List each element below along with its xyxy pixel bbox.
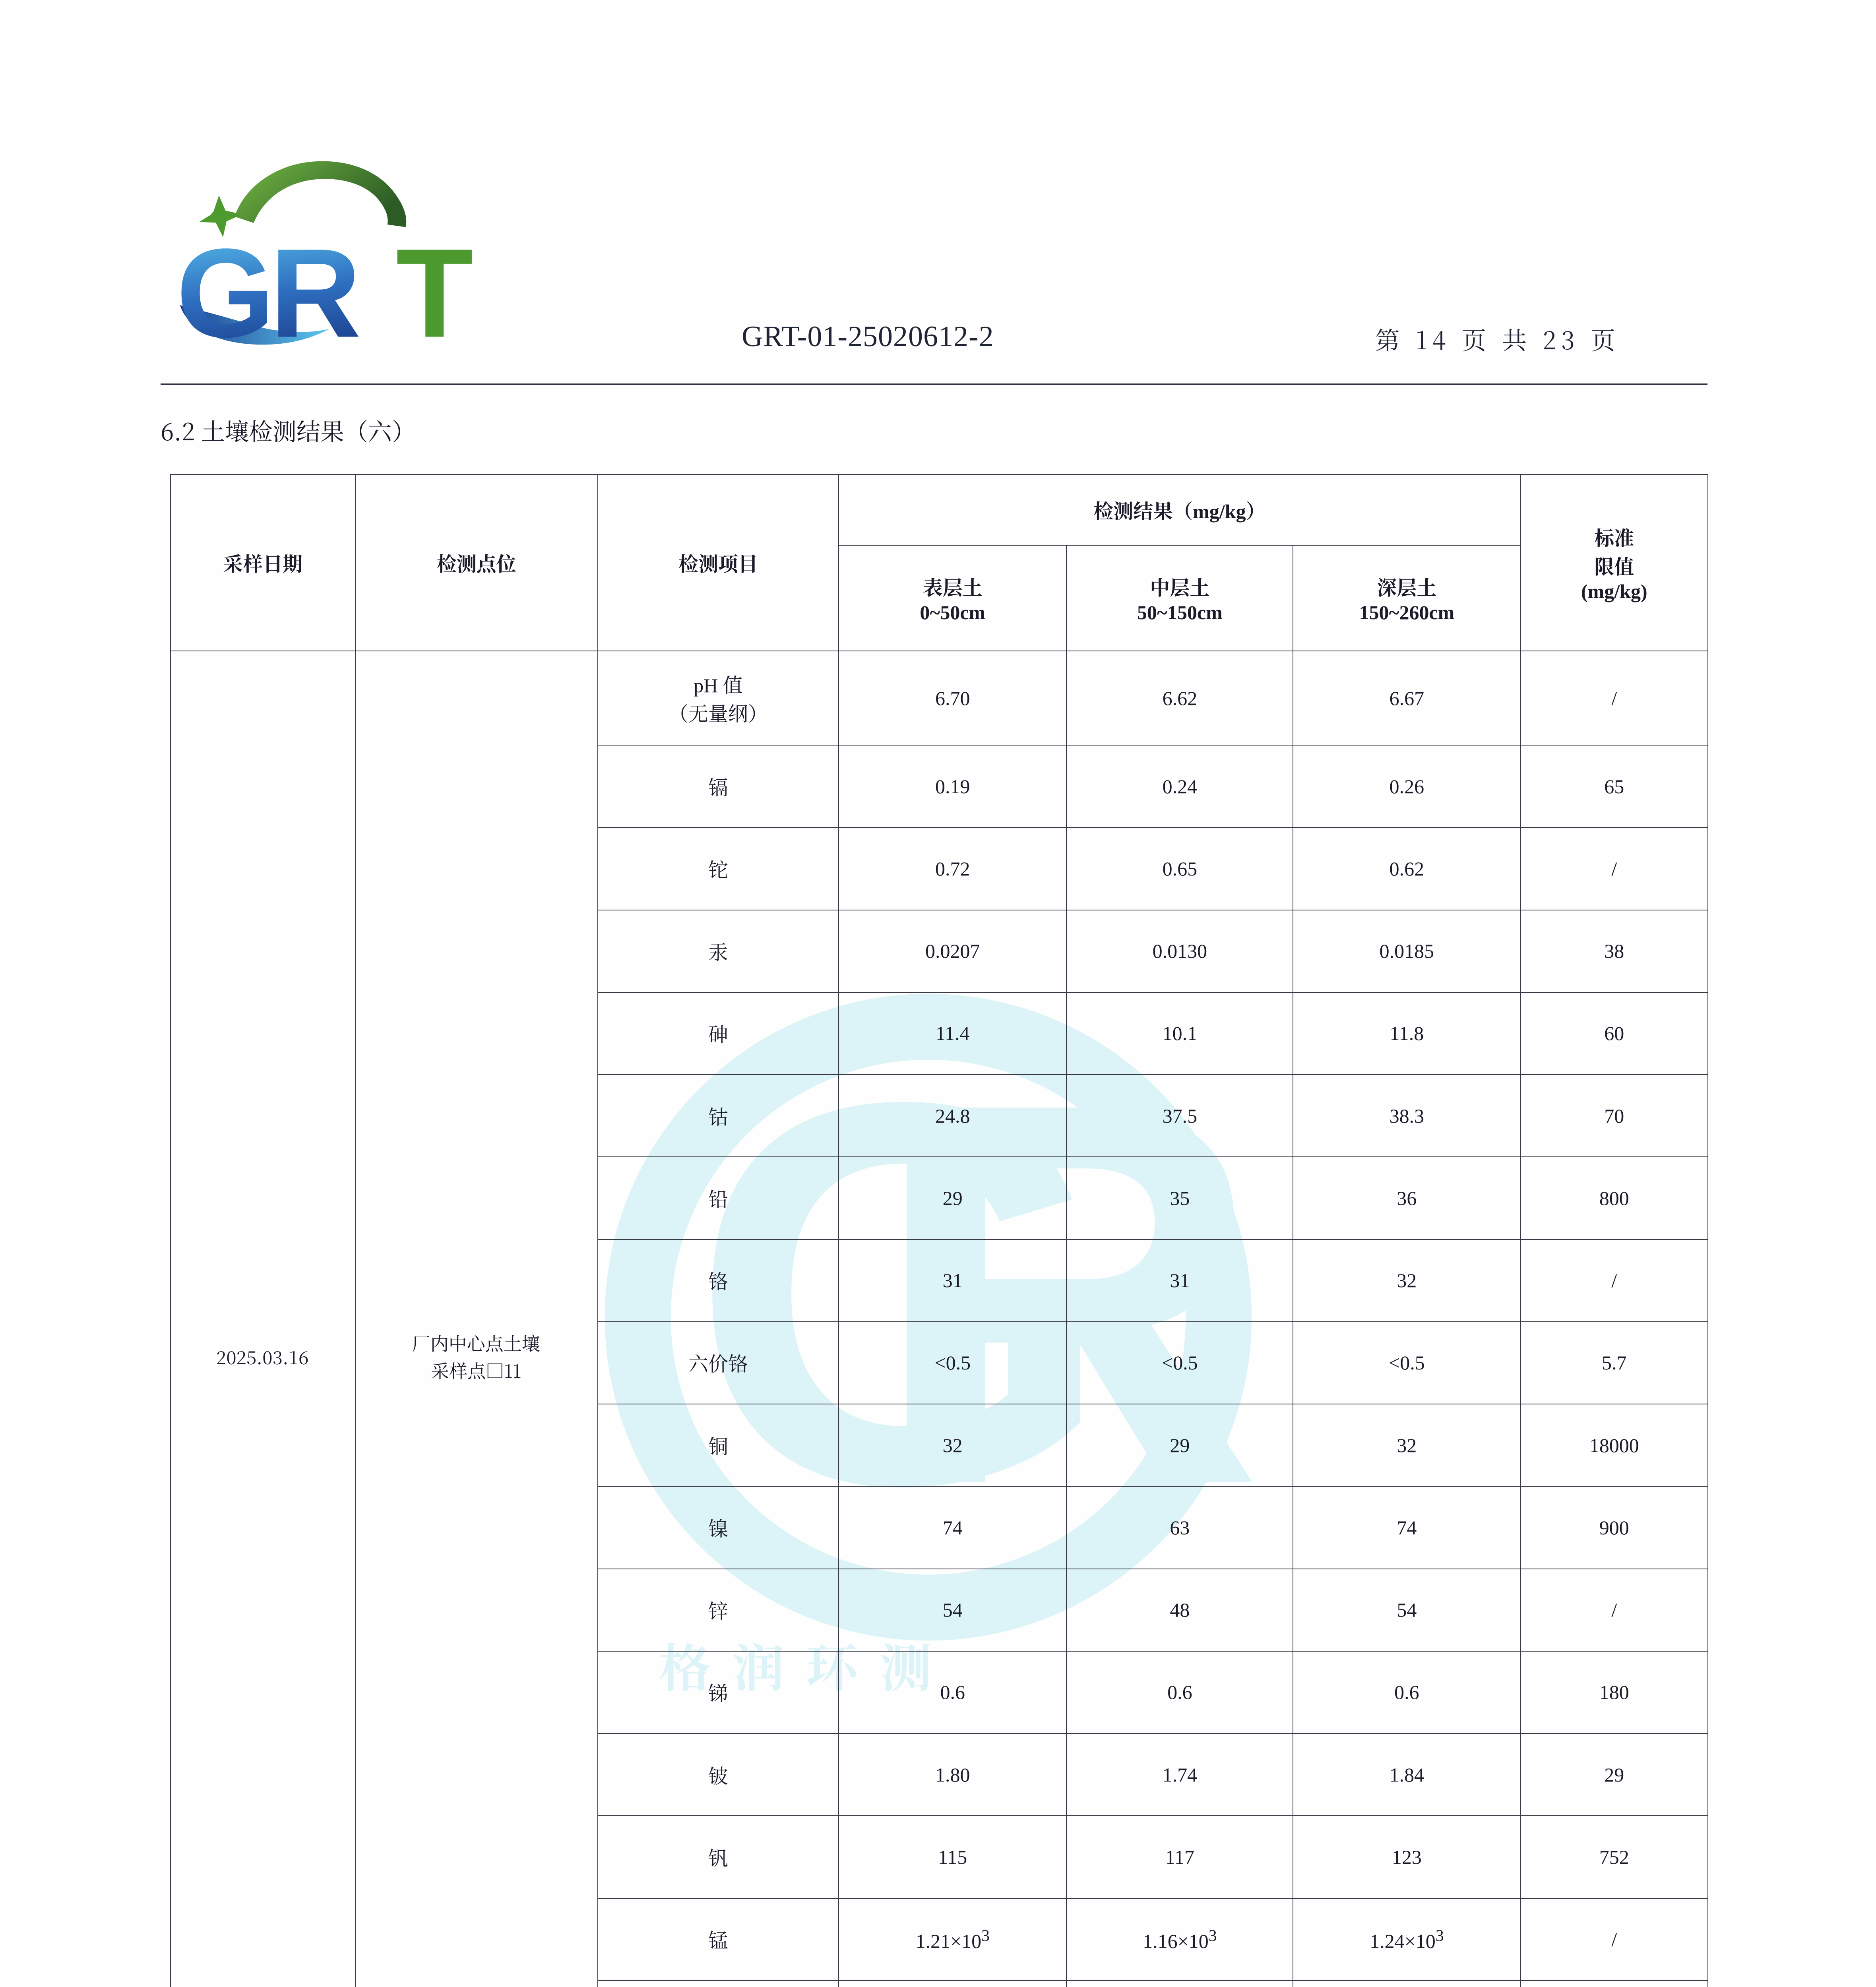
svg-text:T: T: [396, 223, 473, 354]
svg-text:GR: GR: [176, 223, 359, 354]
